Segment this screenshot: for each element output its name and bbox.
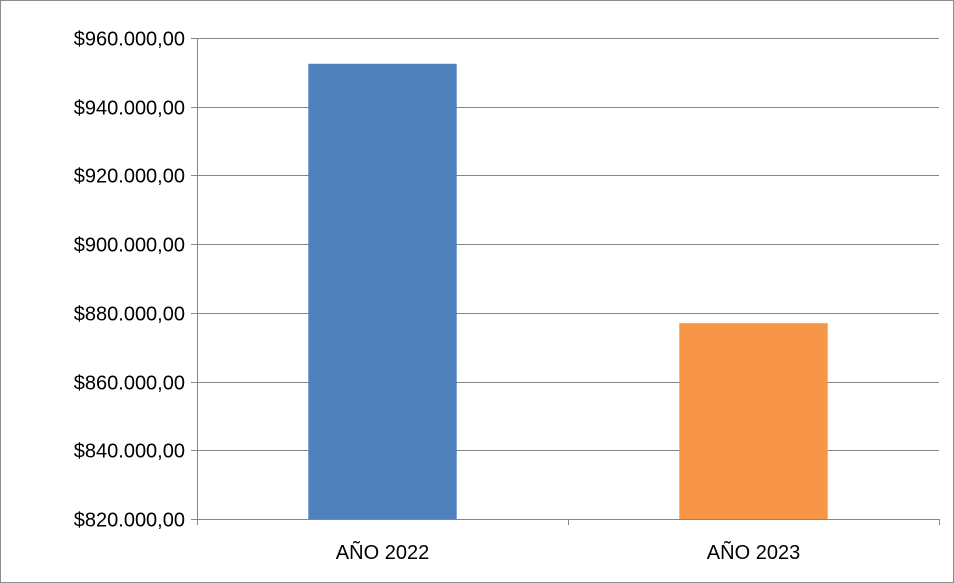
axes (191, 38, 940, 525)
y-tick-label: $820.000,00 (74, 510, 185, 532)
bar-2 (679, 323, 828, 519)
y-tick-label: $940.000,00 (74, 98, 185, 120)
y-tick-label: $960.000,00 (74, 29, 185, 51)
bars (308, 63, 828, 520)
y-tick-label: $880.000,00 (74, 304, 185, 326)
y-tick-label: $860.000,00 (74, 373, 185, 395)
x-tick-label: AÑO 2023 (707, 540, 800, 564)
x-tick-labels: AÑO 2022 AÑO 2023 (336, 540, 800, 564)
y-tick-label: $920.000,00 (74, 166, 185, 188)
y-tick-label: $840.000,00 (74, 441, 185, 463)
y-tick-labels: $820.000,00 $840.000,00 $860.000,00 $880.00… (74, 29, 185, 532)
bar-1 (308, 63, 457, 520)
y-tick-label: $900.000,00 (74, 235, 185, 257)
x-tick-label: AÑO 2022 (336, 540, 429, 564)
